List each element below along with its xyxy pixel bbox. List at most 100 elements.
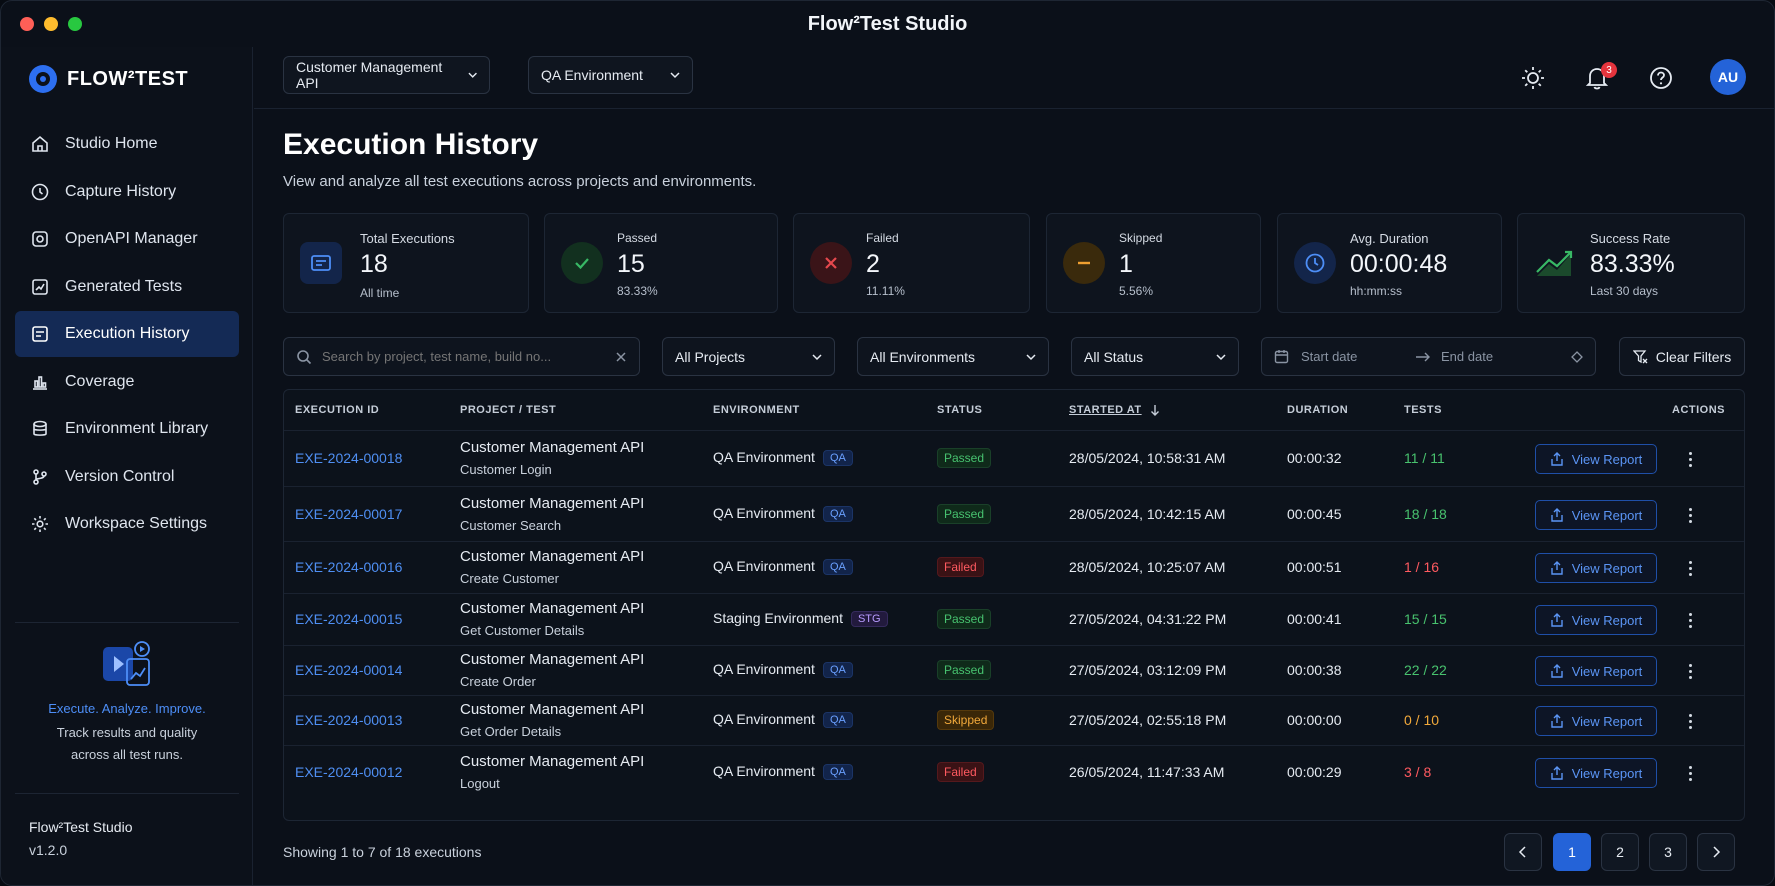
environment-cell: QA Environment QA xyxy=(713,449,853,467)
stat-value: 83.33% xyxy=(1590,250,1675,278)
pagination-summary: Showing 1 to 7 of 18 executions xyxy=(283,844,482,860)
view-report-button[interactable]: View Report xyxy=(1535,500,1657,530)
notification-count-badge: 3 xyxy=(1601,62,1617,78)
more-actions-icon[interactable] xyxy=(1682,558,1698,578)
view-report-button[interactable]: View Report xyxy=(1535,605,1657,635)
more-actions-icon[interactable] xyxy=(1682,711,1698,731)
execution-id-link[interactable]: EXE-2024-00017 xyxy=(295,506,403,522)
environment-select[interactable]: QA Environment xyxy=(528,56,693,94)
started-at: 28/05/2024, 10:25:07 AM xyxy=(1069,559,1226,575)
tests-result: 0 / 10 xyxy=(1404,712,1440,728)
execution-id-link[interactable]: EXE-2024-00013 xyxy=(295,712,403,728)
page-button-3[interactable]: 3 xyxy=(1649,833,1687,871)
table-row[interactable]: EXE-2024-00012 Customer Management API Log… xyxy=(284,745,1744,798)
sidebar-item-generated-tests[interactable]: Generated Tests xyxy=(15,264,239,310)
view-report-button[interactable]: View Report xyxy=(1535,758,1657,788)
view-report-button[interactable]: View Report xyxy=(1535,444,1657,474)
sidebar-item-environment-library[interactable]: Environment Library xyxy=(15,406,239,452)
status-filter-select[interactable]: All Status xyxy=(1071,337,1239,376)
next-page-button[interactable] xyxy=(1697,833,1735,871)
more-actions-icon[interactable] xyxy=(1682,449,1698,469)
more-actions-icon[interactable] xyxy=(1682,610,1698,630)
execution-id-link[interactable]: EXE-2024-00016 xyxy=(295,559,403,575)
more-actions-icon[interactable] xyxy=(1682,661,1698,681)
sidebar-item-workspace-settings[interactable]: Workspace Settings xyxy=(15,501,239,547)
sidebar-item-capture-history[interactable]: Capture History xyxy=(15,169,239,215)
sidebar-item-openapi-manager[interactable]: OpenAPI Manager xyxy=(15,216,239,262)
date-range-picker[interactable]: Start date End date xyxy=(1261,337,1596,376)
table-row[interactable]: EXE-2024-00014 Customer Management API Cre… xyxy=(284,645,1744,695)
status-cell: Skipped xyxy=(937,710,995,730)
view-report-button[interactable]: View Report xyxy=(1535,706,1657,736)
chevron-down-icon xyxy=(812,353,822,360)
test-name: Create Customer xyxy=(460,571,559,586)
maximize-window-button[interactable] xyxy=(68,17,82,31)
stat-sub: hh:mm:ss xyxy=(1350,284,1403,298)
sidebar-item-execution-history[interactable]: Execution History xyxy=(15,311,239,357)
column-header-project[interactable]: PROJECT / TEST xyxy=(460,404,557,416)
clear-filters-button[interactable]: Clear Filters xyxy=(1619,337,1745,376)
notifications-button[interactable]: 3 xyxy=(1579,60,1617,96)
view-report-button[interactable]: View Report xyxy=(1535,553,1657,583)
more-actions-icon[interactable] xyxy=(1682,505,1698,525)
column-header-execution-id[interactable]: EXECUTION ID xyxy=(295,404,380,416)
tests-result: 11 / 11 xyxy=(1404,450,1445,466)
start-date-input[interactable]: Start date xyxy=(1301,349,1358,364)
previous-page-button[interactable] xyxy=(1504,833,1542,871)
page-button-1[interactable]: 1 xyxy=(1553,833,1591,871)
stat-card-skipped: Skipped 1 5.56% xyxy=(1046,213,1261,313)
environment-cell: QA Environment QA xyxy=(713,661,853,679)
view-report-label: View Report xyxy=(1571,765,1643,781)
minimize-window-button[interactable] xyxy=(44,17,58,31)
status-badge: Failed xyxy=(937,762,984,782)
view-report-button[interactable]: View Report xyxy=(1535,656,1657,686)
environment-filter-select[interactable]: All Environments xyxy=(857,337,1049,376)
project-filter-value: All Projects xyxy=(675,348,746,365)
search-input[interactable] xyxy=(322,349,615,364)
export-icon xyxy=(1551,613,1563,627)
help-button[interactable] xyxy=(1643,60,1679,96)
clear-search-icon[interactable] xyxy=(615,351,627,363)
close-window-button[interactable] xyxy=(20,17,34,31)
execution-id-link[interactable]: EXE-2024-00015 xyxy=(295,611,403,627)
sidebar-item-studio-home[interactable]: Studio Home xyxy=(15,121,239,167)
environment-name: QA Environment xyxy=(713,711,815,727)
execution-id-link[interactable]: EXE-2024-00012 xyxy=(295,764,403,780)
more-actions-icon[interactable] xyxy=(1682,763,1698,783)
page-title: Execution History xyxy=(283,128,539,161)
duration: 00:00:38 xyxy=(1287,662,1342,678)
gear-icon xyxy=(29,513,51,535)
sidebar-item-coverage[interactable]: Coverage xyxy=(15,359,239,405)
export-icon xyxy=(1551,664,1563,678)
execution-id-link[interactable]: EXE-2024-00014 xyxy=(295,662,403,678)
page-button-2[interactable]: 2 xyxy=(1601,833,1639,871)
sidebar-item-label: Version Control xyxy=(65,467,175,485)
column-header-tests[interactable]: TESTS xyxy=(1404,404,1442,416)
executions-icon xyxy=(300,242,342,284)
theme-toggle-button[interactable] xyxy=(1515,60,1551,96)
project-select-value: Customer Management API xyxy=(296,59,443,91)
table-row[interactable]: EXE-2024-00013 Customer Management API Get… xyxy=(284,695,1744,745)
user-avatar[interactable]: AU xyxy=(1710,59,1746,95)
execution-id-link[interactable]: EXE-2024-00018 xyxy=(295,450,403,466)
column-header-started-at[interactable]: STARTED AT xyxy=(1069,390,1160,430)
execution-illustration-icon xyxy=(97,637,157,691)
column-header-duration[interactable]: DURATION xyxy=(1287,404,1349,416)
column-header-environment[interactable]: ENVIRONMENT xyxy=(713,404,800,416)
app-logo[interactable]: FLOW²TEST xyxy=(29,65,188,93)
sidebar-item-version-control[interactable]: Version Control xyxy=(15,454,239,500)
home-icon xyxy=(29,133,51,155)
table-row[interactable]: EXE-2024-00016 Customer Management API Cre… xyxy=(284,541,1744,593)
table-row[interactable]: EXE-2024-00015 Customer Management API Get… xyxy=(284,593,1744,645)
search-field[interactable] xyxy=(283,337,640,376)
test-name: Create Order xyxy=(460,674,536,689)
table-row[interactable]: EXE-2024-00017 Customer Management API Cus… xyxy=(284,486,1744,541)
test-name: Logout xyxy=(460,776,500,791)
project-name: Customer Management API xyxy=(460,439,645,456)
project-filter-select[interactable]: All Projects xyxy=(662,337,835,376)
table-row[interactable]: EXE-2024-00018 Customer Management API Cus… xyxy=(284,430,1744,486)
end-date-input[interactable]: End date xyxy=(1441,349,1494,364)
project-select[interactable]: Customer Management API xyxy=(283,56,490,94)
column-header-status[interactable]: STATUS xyxy=(937,404,983,416)
